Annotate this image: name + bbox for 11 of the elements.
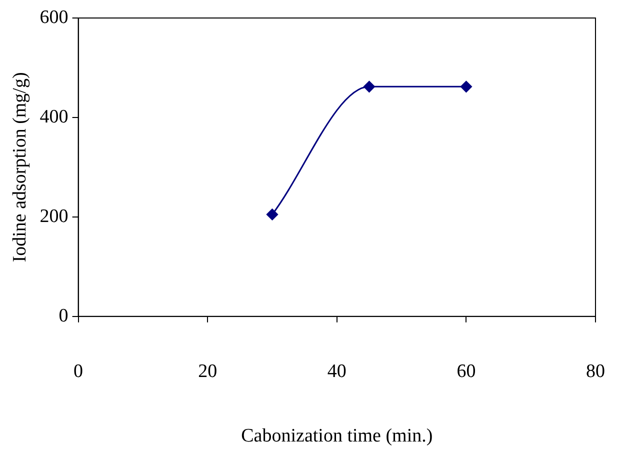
y-tick-label: 400 xyxy=(40,106,68,128)
x-tick-label: 60 xyxy=(456,360,476,382)
x-tick-label: 20 xyxy=(198,360,218,382)
y-tick-label: 600 xyxy=(40,6,68,28)
y-axis-title: Iodine adsorption (mg/g) xyxy=(9,72,30,262)
x-tick-label: 80 xyxy=(586,360,605,382)
x-tick-label: 0 xyxy=(74,360,84,382)
x-tick-label: 40 xyxy=(327,360,346,382)
y-tick-label: 0 xyxy=(58,305,68,326)
y-tick-label: 200 xyxy=(40,206,68,227)
x-axis-title: Cabonization time (min.) xyxy=(241,426,433,447)
